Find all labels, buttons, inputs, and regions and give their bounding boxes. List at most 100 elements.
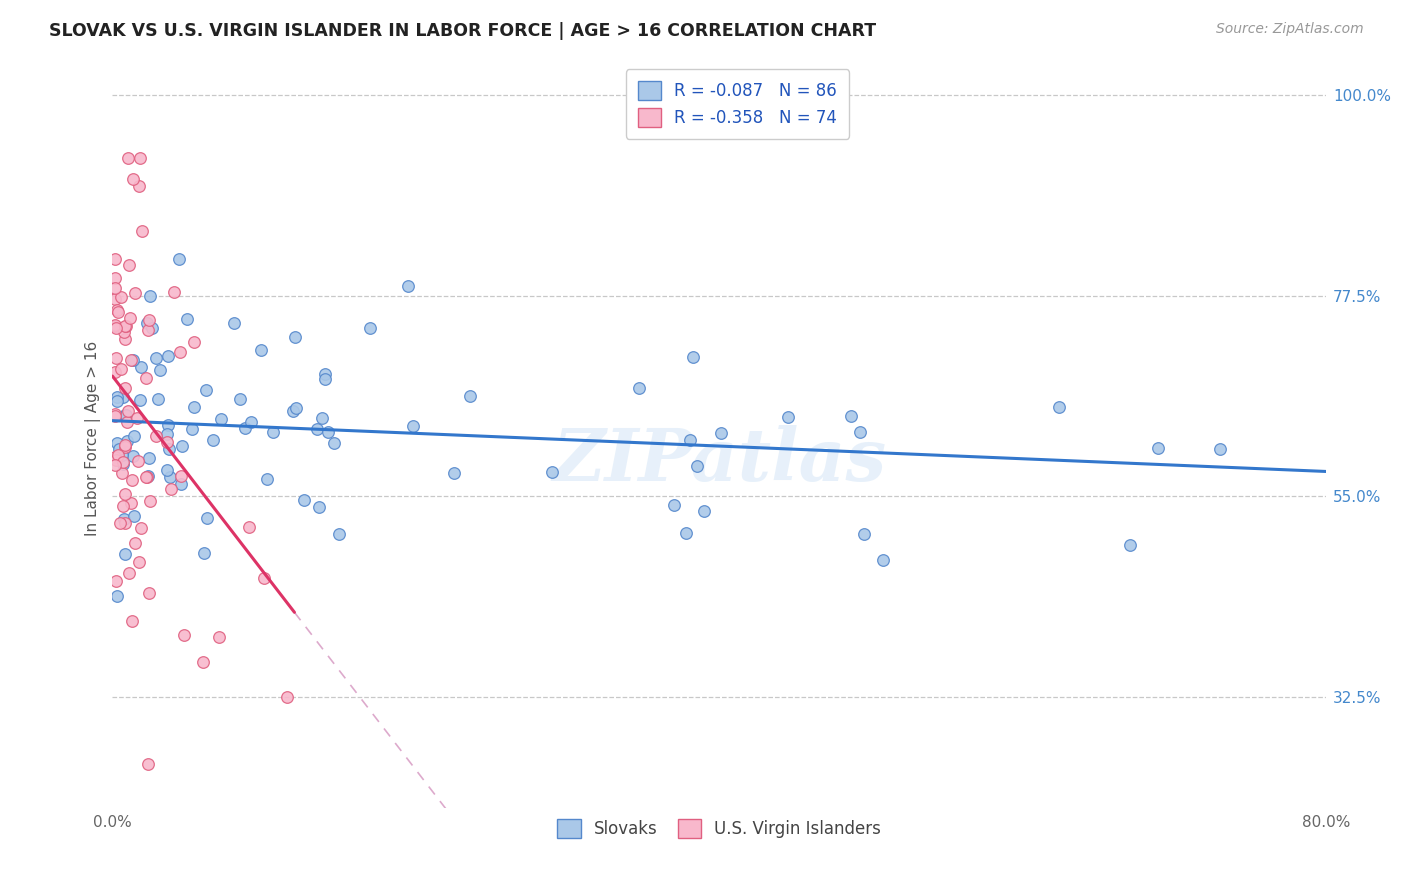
Point (1147, 442, 1170, 456)
Point (138, 313, 160, 327)
Point (194, 383, 217, 397)
Point (114, 547, 136, 561)
Point (122, 353, 145, 368)
Point (114, 487, 136, 501)
Point (249, 343, 271, 358)
Point (121, 473, 143, 487)
Point (118, 311, 141, 326)
Point (262, 425, 284, 440)
Point (135, 370, 157, 384)
Point (284, 330, 307, 344)
Point (1208, 442, 1230, 456)
Point (128, 555, 150, 569)
Point (686, 459, 709, 474)
Point (104, 281, 127, 295)
Point (124, 429, 146, 443)
Point (129, 360, 152, 375)
Point (145, 351, 167, 365)
Point (135, 316, 157, 330)
Point (105, 394, 128, 409)
Point (305, 422, 328, 436)
Point (136, 323, 159, 337)
Point (176, 312, 198, 326)
Point (124, 509, 146, 524)
Point (118, 258, 141, 272)
Point (201, 434, 224, 448)
Point (159, 470, 181, 484)
Point (849, 425, 872, 439)
Point (314, 368, 336, 382)
Point (679, 433, 702, 447)
Point (256, 472, 278, 486)
Point (105, 390, 128, 404)
Point (1119, 538, 1142, 552)
Point (105, 302, 128, 317)
Point (191, 655, 214, 669)
Point (146, 392, 169, 406)
Point (402, 419, 425, 434)
Point (104, 407, 127, 421)
Point (170, 477, 193, 491)
Point (292, 492, 315, 507)
Text: Source: ZipAtlas.com: Source: ZipAtlas.com (1216, 22, 1364, 37)
Point (129, 521, 152, 535)
Point (110, 290, 132, 304)
Point (112, 512, 135, 526)
Point (675, 525, 697, 540)
Point (156, 463, 179, 477)
Point (105, 321, 128, 335)
Point (682, 350, 704, 364)
Point (115, 434, 138, 449)
Point (104, 318, 127, 333)
Point (156, 426, 179, 441)
Point (114, 319, 136, 334)
Point (141, 321, 163, 335)
Point (238, 520, 260, 534)
Point (117, 404, 139, 418)
Point (138, 289, 160, 303)
Point (138, 450, 160, 465)
Point (124, 535, 146, 549)
Point (156, 435, 179, 450)
Point (239, 415, 262, 429)
Point (128, 179, 150, 194)
Point (693, 504, 716, 518)
Point (229, 392, 252, 406)
Point (104, 293, 127, 307)
Point (167, 252, 190, 266)
Point (316, 425, 339, 439)
Point (145, 428, 167, 442)
Point (110, 448, 132, 462)
Point (111, 457, 134, 471)
Point (107, 448, 129, 462)
Point (135, 470, 157, 484)
Point (628, 381, 651, 395)
Point (120, 353, 142, 368)
Point (276, 690, 298, 704)
Point (157, 442, 180, 457)
Point (122, 172, 145, 186)
Point (323, 435, 346, 450)
Point (138, 585, 160, 599)
Point (443, 466, 465, 480)
Point (253, 571, 276, 585)
Point (662, 498, 685, 512)
Point (127, 454, 149, 468)
Text: SLOVAK VS U.S. VIRGIN ISLANDER IN LABOR FORCE | AGE > 16 CORRELATION CHART: SLOVAK VS U.S. VIRGIN ISLANDER IN LABOR … (49, 22, 876, 40)
Point (111, 390, 134, 404)
Point (107, 442, 129, 456)
Point (114, 408, 136, 422)
Point (328, 526, 350, 541)
Point (114, 516, 136, 530)
Point (104, 318, 127, 333)
Point (311, 410, 333, 425)
Point (105, 589, 128, 603)
Point (107, 304, 129, 318)
Point (156, 349, 179, 363)
Point (159, 482, 181, 496)
Point (122, 449, 145, 463)
Point (117, 151, 139, 165)
Point (112, 325, 135, 339)
Point (181, 422, 204, 436)
Point (839, 409, 862, 424)
